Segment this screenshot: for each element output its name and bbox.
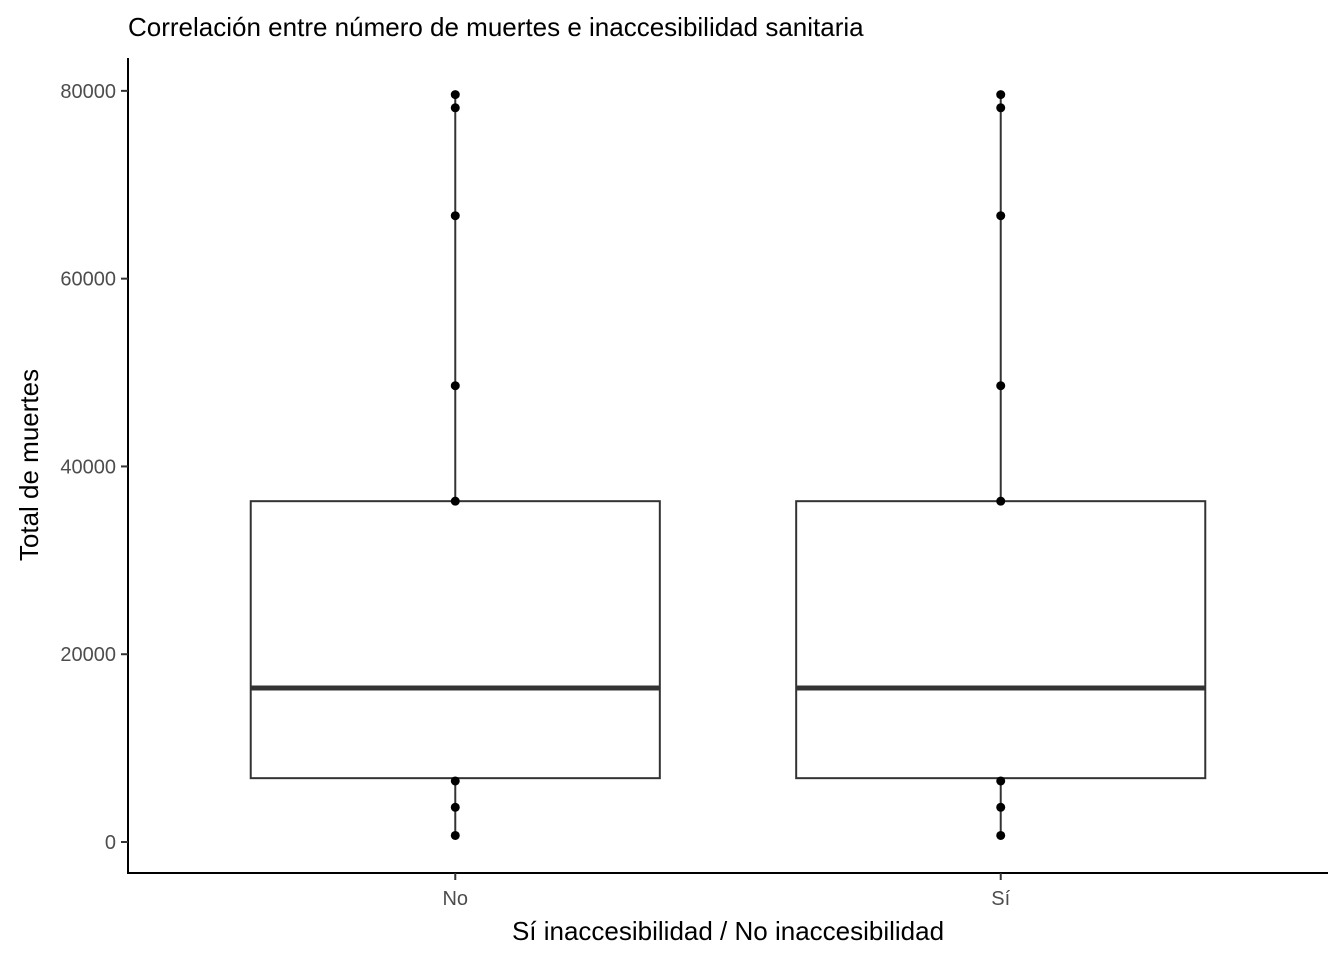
data-point [450, 90, 460, 100]
data-point [450, 830, 460, 840]
data-point [996, 830, 1006, 840]
x-axis-ticks: No Sí [442, 873, 1011, 910]
data-point [450, 802, 460, 812]
y-axis-ticks: 0 20000 40000 60000 80000 [60, 81, 128, 854]
data-point [450, 381, 460, 391]
data-point [450, 211, 460, 221]
data-point [996, 802, 1006, 812]
y-tick-label: 20000 [60, 644, 116, 666]
data-point [996, 776, 1006, 786]
y-tick-label: 80000 [60, 81, 116, 103]
data-point [996, 90, 1006, 100]
chart-title: Correlación entre número de muertes e in… [128, 12, 864, 42]
data-point [996, 103, 1006, 113]
data-point [996, 496, 1006, 506]
box-group [795, 90, 1207, 840]
box-iqr [795, 500, 1207, 780]
y-axis-title: Total de muertes [14, 369, 44, 561]
plot-area [249, 90, 1207, 840]
data-point [450, 496, 460, 506]
x-tick-label: Sí [991, 888, 1010, 910]
y-tick-label: 0 [105, 832, 116, 854]
data-point [996, 211, 1006, 221]
x-axis-title: Sí inaccesibilidad / No inaccesibilidad [512, 916, 944, 946]
y-tick-label: 40000 [60, 456, 116, 478]
data-point [996, 381, 1006, 391]
x-tick-label: No [442, 888, 468, 910]
data-point [450, 776, 460, 786]
box-group [249, 90, 661, 840]
box-iqr [249, 500, 661, 780]
data-point [450, 103, 460, 113]
y-tick-label: 60000 [60, 269, 116, 291]
